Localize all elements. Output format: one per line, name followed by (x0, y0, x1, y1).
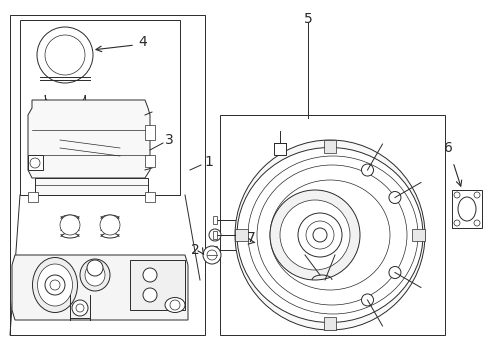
Circle shape (473, 192, 479, 198)
Text: 6: 6 (443, 141, 451, 155)
Text: 2: 2 (191, 243, 200, 257)
Circle shape (72, 300, 88, 316)
Circle shape (312, 228, 326, 242)
Circle shape (361, 164, 373, 176)
Circle shape (203, 246, 221, 264)
Bar (145, 192, 155, 202)
Circle shape (30, 158, 40, 168)
Text: 5: 5 (303, 12, 312, 26)
Bar (145, 155, 155, 167)
Polygon shape (411, 229, 424, 241)
Circle shape (297, 213, 341, 257)
Ellipse shape (85, 264, 105, 286)
Circle shape (206, 250, 217, 260)
Bar (220, 115, 444, 335)
Circle shape (45, 275, 65, 295)
Circle shape (305, 221, 333, 249)
Ellipse shape (257, 165, 406, 305)
Circle shape (361, 294, 373, 306)
Ellipse shape (457, 197, 475, 221)
Circle shape (45, 35, 85, 75)
Circle shape (60, 215, 80, 235)
Ellipse shape (38, 264, 72, 306)
Ellipse shape (237, 148, 422, 323)
Polygon shape (12, 255, 187, 320)
Bar (273, 143, 285, 155)
Circle shape (142, 288, 157, 302)
Bar (28, 155, 43, 170)
Circle shape (100, 215, 120, 235)
Text: 7: 7 (246, 231, 255, 245)
Bar (213, 216, 217, 224)
Ellipse shape (164, 297, 184, 312)
Circle shape (142, 268, 157, 282)
Ellipse shape (269, 180, 389, 290)
Bar (28, 192, 38, 202)
Ellipse shape (269, 190, 359, 280)
Circle shape (235, 140, 424, 330)
Text: 3: 3 (164, 133, 173, 147)
Circle shape (388, 192, 400, 203)
Circle shape (453, 220, 459, 226)
Bar (10, 15, 204, 335)
Circle shape (37, 27, 93, 83)
Bar (451, 190, 481, 228)
Bar (145, 125, 155, 140)
Polygon shape (235, 229, 247, 241)
Bar (20, 20, 180, 195)
Circle shape (453, 192, 459, 198)
Polygon shape (35, 178, 148, 195)
Ellipse shape (32, 257, 77, 312)
Circle shape (76, 304, 84, 312)
Polygon shape (28, 100, 150, 178)
Circle shape (388, 266, 400, 279)
Polygon shape (324, 140, 335, 153)
Text: 4: 4 (138, 35, 146, 49)
Circle shape (473, 220, 479, 226)
Polygon shape (130, 260, 184, 310)
Circle shape (87, 260, 103, 276)
Bar (213, 231, 217, 239)
Ellipse shape (247, 156, 417, 314)
Circle shape (50, 280, 60, 290)
Text: 1: 1 (203, 155, 212, 169)
Circle shape (208, 229, 221, 241)
Ellipse shape (280, 200, 349, 270)
Polygon shape (324, 317, 335, 330)
Circle shape (170, 300, 180, 310)
Ellipse shape (80, 259, 110, 291)
Bar (213, 246, 217, 254)
